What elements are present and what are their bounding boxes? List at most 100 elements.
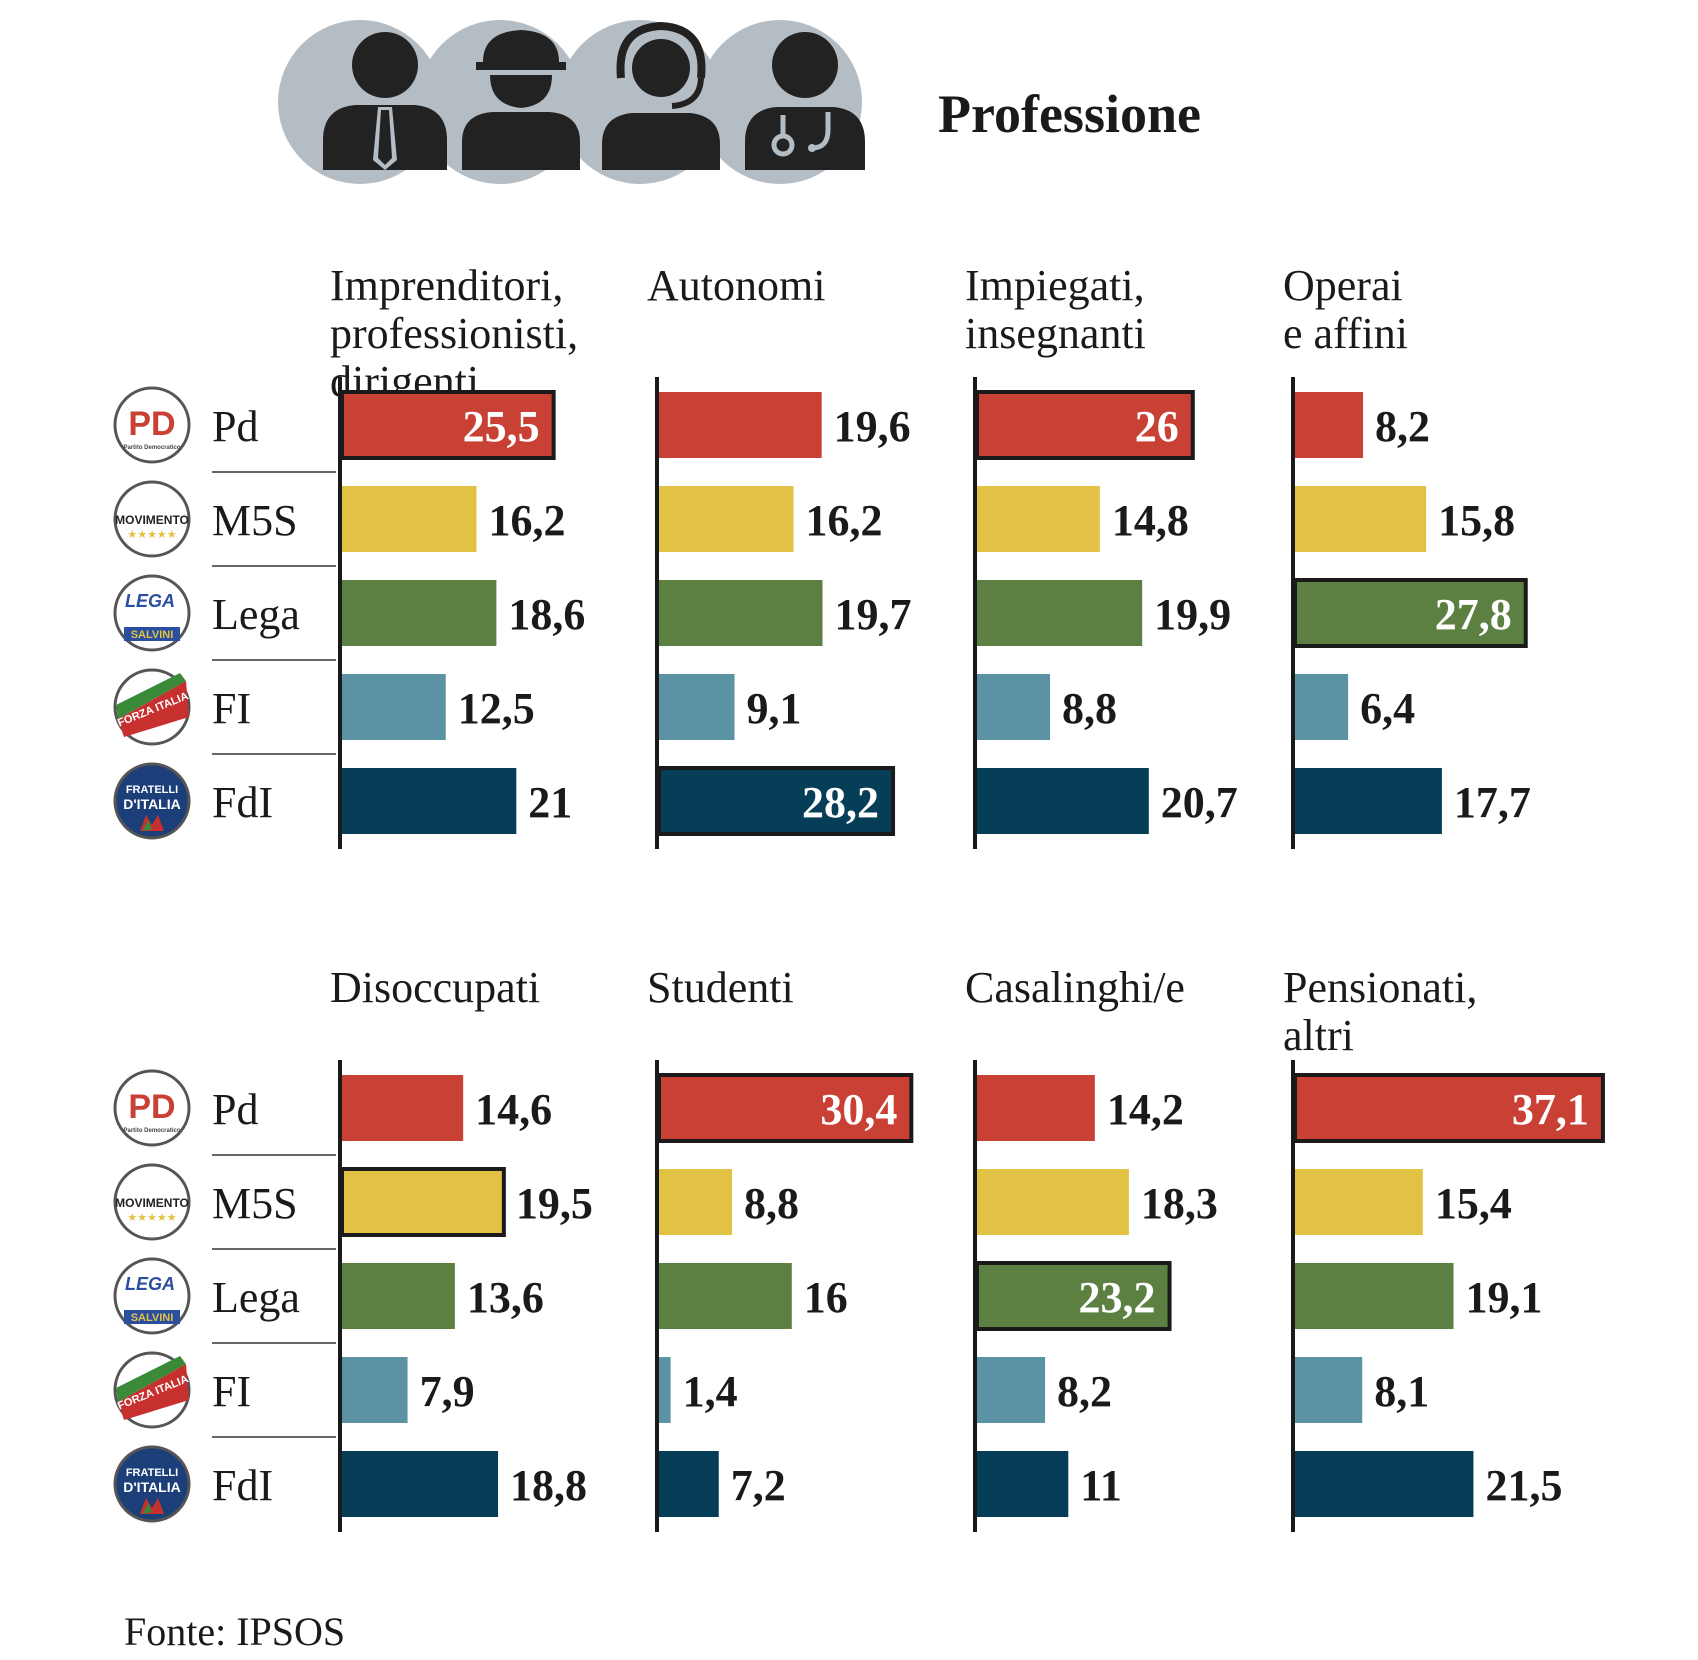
value-label-pd: 30,4 bbox=[820, 1085, 897, 1134]
value-label-lega: 18,6 bbox=[508, 590, 585, 639]
bar-fi bbox=[342, 674, 446, 740]
bar-fi bbox=[659, 674, 735, 740]
party-logo-lega: LEGA SALVINI bbox=[113, 574, 191, 652]
group-disoccupati: Disoccupati 14,6 19,5 13,6 7,9 18,8 bbox=[330, 963, 593, 1532]
party-label-pd: Pd bbox=[212, 1085, 258, 1134]
bar-lega bbox=[659, 580, 823, 646]
party-logo-text: MOVIMENTO bbox=[115, 513, 189, 527]
bar-m5s bbox=[977, 1169, 1129, 1235]
party-rows: PD Partito Democratico Pd MOVIMENTO ★★★★★ M5S… bbox=[113, 386, 336, 1523]
value-label-pd: 14,6 bbox=[475, 1085, 552, 1134]
party-label-lega: Lega bbox=[212, 1273, 300, 1322]
party-logo-band bbox=[124, 1310, 180, 1324]
group-header-line: Imprenditori, bbox=[330, 261, 563, 310]
worker-helmet-icon bbox=[462, 30, 580, 170]
value-label-m5s: 18,3 bbox=[1141, 1179, 1218, 1228]
bar-fdi bbox=[342, 768, 517, 834]
value-label-m5s: 15,8 bbox=[1438, 496, 1515, 545]
party-logo-circle bbox=[113, 1445, 191, 1523]
bar-m5s bbox=[1295, 486, 1427, 552]
bar-fdi bbox=[1295, 1451, 1474, 1517]
group-autonomi: Autonomi 19,6 16,2 19,7 9,128,2 bbox=[647, 261, 912, 849]
party-label-m5s: M5S bbox=[212, 496, 298, 545]
bar-fdi bbox=[977, 1451, 1069, 1517]
group-header-line: Pensionati, bbox=[1283, 963, 1477, 1012]
value-label-fi: 1,4 bbox=[683, 1367, 738, 1416]
party-logo-flag-red bbox=[118, 681, 189, 737]
party-logo-pd: PD Partito Democratico bbox=[113, 1069, 191, 1147]
party-logo-text: PD bbox=[128, 1088, 175, 1126]
group-header-line: Autonomi bbox=[647, 261, 825, 310]
value-label-m5s: 16,2 bbox=[488, 496, 565, 545]
party-label-fi: FI bbox=[212, 684, 251, 733]
group-studenti: Studenti 30,4 8,816 1,4 7,2 bbox=[647, 963, 914, 1532]
group-header-line: Casalinghi/e bbox=[965, 963, 1185, 1012]
party-logo-text: PD bbox=[128, 405, 175, 443]
bar-fdi bbox=[657, 766, 896, 836]
party-logo-circle bbox=[113, 1069, 191, 1147]
group-impiegati-insegnanti: Impiegati,insegnanti 26 14,8 19,9 8,8 20,7 bbox=[965, 261, 1238, 849]
party-logo-subtext: Partito Democratico bbox=[123, 445, 180, 451]
value-label-lega: 13,6 bbox=[467, 1273, 544, 1322]
bar-pd bbox=[342, 1075, 464, 1141]
group-header-line: Impiegati, bbox=[965, 261, 1145, 310]
party-logo-band bbox=[124, 627, 180, 641]
bar-lega bbox=[659, 1263, 792, 1329]
party-logo-text: MOVIMENTO bbox=[115, 1196, 189, 1210]
party-logo-subtext: SALVINI bbox=[131, 629, 174, 641]
party-logo-text-2: D'ITALIA bbox=[123, 796, 181, 812]
value-label-lega: 19,7 bbox=[835, 590, 912, 639]
value-label-lega: 19,1 bbox=[1466, 1273, 1543, 1322]
party-label-m5s: M5S bbox=[212, 1179, 298, 1228]
party-logo-fi: FORZA ITALIA bbox=[113, 668, 191, 746]
group-header-line: Disoccupati bbox=[330, 963, 540, 1012]
party-label-lega: Lega bbox=[212, 590, 300, 639]
party-logo-m5s: MOVIMENTO ★★★★★ bbox=[113, 1163, 191, 1241]
party-logo-flame-green bbox=[143, 820, 152, 831]
bar-lega bbox=[342, 1263, 455, 1329]
bar-lega bbox=[342, 580, 497, 646]
group-header-line: insegnanti bbox=[965, 309, 1146, 358]
value-label-pd: 25,5 bbox=[463, 402, 540, 451]
party-logo-m5s: MOVIMENTO ★★★★★ bbox=[113, 480, 191, 558]
value-label-fdi: 18,8 bbox=[510, 1461, 587, 1510]
value-label-m5s: 16,2 bbox=[805, 496, 882, 545]
value-label-fi: 12,5 bbox=[458, 684, 535, 733]
value-label-fdi: 20,7 bbox=[1161, 778, 1238, 827]
call-center-icon bbox=[602, 21, 720, 170]
party-logo-flag-green bbox=[116, 1356, 186, 1402]
party-logo-subtext: SALVINI bbox=[131, 1312, 174, 1324]
party-label-fdi: FdI bbox=[212, 778, 273, 827]
value-label-m5s: 8,8 bbox=[744, 1179, 799, 1228]
bar-m5s bbox=[659, 486, 794, 552]
value-label-fdi: 7,2 bbox=[731, 1461, 786, 1510]
bar-fdi bbox=[342, 1451, 499, 1517]
bar-pd bbox=[657, 1073, 914, 1143]
value-label-m5s: 14,8 bbox=[1112, 496, 1189, 545]
group-header-line: e affini bbox=[1283, 309, 1408, 358]
party-logo-text: LEGA bbox=[125, 1274, 175, 1294]
group-header-line: professionisti, bbox=[330, 309, 578, 358]
party-label-fdi: FdI bbox=[212, 1461, 273, 1510]
bar-m5s bbox=[659, 1169, 733, 1235]
value-label-fi: 8,8 bbox=[1062, 684, 1117, 733]
bar-fi bbox=[1295, 1357, 1363, 1423]
value-label-pd: 19,6 bbox=[834, 402, 911, 451]
value-label-lega: 16 bbox=[804, 1273, 848, 1322]
group-header-line: Operai bbox=[1283, 261, 1403, 310]
value-label-pd: 14,2 bbox=[1107, 1085, 1184, 1134]
value-label-fdi: 21 bbox=[528, 778, 572, 827]
bar-fi bbox=[342, 1357, 408, 1423]
value-label-pd: 8,2 bbox=[1375, 402, 1430, 451]
source-note: Fonte: IPSOS bbox=[124, 1609, 345, 1654]
bar-m5s bbox=[977, 486, 1100, 552]
party-logo-text-1: FRATELLI bbox=[126, 784, 178, 796]
bar-m5s bbox=[1295, 1169, 1423, 1235]
value-label-fi: 9,1 bbox=[747, 684, 802, 733]
bar-m5s bbox=[340, 1167, 506, 1237]
party-label-fi: FI bbox=[212, 1367, 251, 1416]
value-label-fdi: 11 bbox=[1080, 1461, 1122, 1510]
profession-icons-banner bbox=[278, 20, 865, 184]
